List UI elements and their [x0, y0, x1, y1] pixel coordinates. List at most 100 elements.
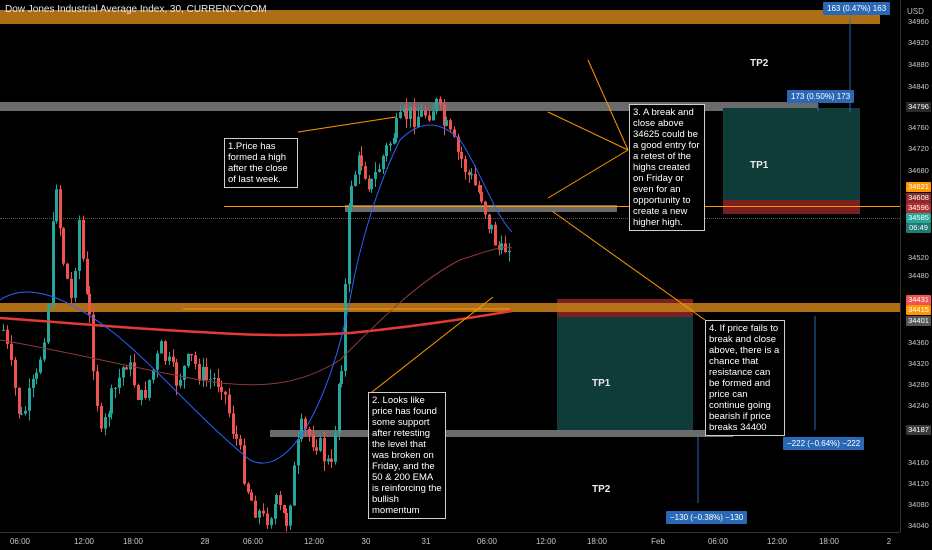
candle-body	[417, 116, 420, 127]
candle-body	[395, 118, 398, 138]
measure-lower-right: −222 (−0.64%) −222	[783, 437, 865, 450]
candle-body	[449, 120, 452, 130]
candle-body	[43, 342, 46, 360]
time-axis[interactable]: 06:00 12:00 18:00 28 06:00 12:00 30 31 0…	[0, 532, 900, 550]
currency-label: USD	[907, 7, 924, 16]
candle-body	[209, 379, 212, 381]
candle-body	[504, 243, 507, 253]
time-tick: 18:00	[122, 537, 144, 546]
candle-body	[156, 353, 159, 370]
candle-body	[35, 372, 38, 379]
price-tick: 34960	[908, 17, 929, 26]
time-tick: 06:00	[242, 537, 264, 546]
candle-body	[304, 418, 307, 429]
time-tick: 18:00	[586, 537, 608, 546]
candle-body	[370, 178, 373, 190]
candle-body	[420, 110, 423, 117]
price-tick: 34720	[908, 144, 929, 153]
chart-area[interactable]: 1.Price has formed a high after the clos…	[0, 0, 900, 532]
candle-body	[480, 191, 483, 202]
price-tick: 34160	[908, 458, 929, 467]
candle-body	[464, 159, 467, 173]
measure-top-right: 163 (0.47%) 163	[823, 2, 891, 15]
candle-body	[194, 355, 197, 364]
candle-body	[338, 384, 341, 433]
time-tick: 12:00	[766, 537, 788, 546]
candle-body	[52, 221, 55, 307]
candle-body	[289, 505, 292, 526]
price-tag: 34431	[906, 295, 931, 305]
price-tick: 34120	[908, 479, 929, 488]
candle-body	[399, 112, 402, 119]
candle-body	[47, 307, 50, 343]
candle-body	[118, 377, 121, 388]
price-tag: 34796	[906, 102, 931, 112]
candle-body	[474, 174, 477, 186]
candle-body	[274, 504, 277, 519]
candle-body	[382, 156, 385, 170]
annotation-note-1: 1.Price has formed a high after the clos…	[224, 138, 298, 188]
candle-body	[20, 413, 23, 415]
price-tag: 34401	[906, 316, 931, 326]
candle-body	[468, 172, 471, 176]
candle-body	[358, 155, 361, 175]
candle-body	[279, 495, 282, 506]
price-tick: 34680	[908, 166, 929, 175]
time-tick: 12:00	[73, 537, 95, 546]
price-axis[interactable]: 34960 34920 34880 34840 34760 34720 3468…	[900, 0, 932, 532]
candle-body	[348, 206, 351, 285]
price-tick: 34920	[908, 38, 929, 47]
candle-body	[187, 353, 190, 366]
candle-body	[283, 505, 286, 513]
top-resistance-band	[0, 10, 880, 24]
candle-body	[439, 98, 442, 105]
candle-body	[385, 145, 388, 157]
candle-body	[224, 391, 227, 395]
price-tag: 34608	[906, 193, 931, 203]
short-target-zone	[557, 317, 693, 431]
candle-body	[484, 201, 487, 215]
candle-body	[205, 366, 208, 380]
candle-body	[308, 428, 311, 436]
arrow-note3-a	[587, 59, 629, 151]
candle-body	[300, 418, 303, 440]
candle-body	[55, 189, 58, 222]
candle-body	[183, 365, 186, 380]
candle-body	[39, 359, 42, 373]
price-tag: 34187	[906, 425, 931, 435]
candle-body	[48, 306, 51, 308]
time-tick: 30	[361, 537, 371, 546]
tp1-top-label: TP1	[750, 160, 769, 171]
entry-line	[224, 206, 900, 207]
annotation-note-4: 4. If price fails to break and close abo…	[705, 320, 785, 436]
arrow-note1	[297, 116, 397, 133]
candle-body	[323, 438, 326, 462]
candle-body	[297, 439, 300, 466]
candle-body	[389, 143, 392, 146]
price-tick: 34880	[908, 60, 929, 69]
candle-body	[424, 110, 427, 116]
candle-body	[137, 385, 140, 400]
price-tick: 34360	[908, 338, 929, 347]
candle-body	[393, 137, 396, 144]
candle-body	[490, 224, 493, 230]
candle-body	[100, 405, 103, 429]
price-tick: 34840	[908, 82, 929, 91]
candle-body	[70, 278, 73, 298]
candle-body	[443, 104, 446, 126]
candle-body	[327, 458, 330, 462]
candle-body	[457, 136, 460, 152]
candle-body	[403, 108, 406, 113]
candle-body	[213, 377, 216, 380]
candle-body	[160, 341, 163, 354]
candle-body	[88, 293, 91, 315]
candle-body	[275, 495, 278, 505]
candle-body	[378, 169, 381, 172]
candle-body	[152, 369, 155, 380]
arrow-note3-b	[547, 111, 629, 151]
time-tick: 28	[200, 537, 210, 546]
support-band	[0, 303, 900, 312]
candle-body	[243, 445, 246, 484]
candle-body	[228, 394, 231, 414]
ema-200-line	[0, 309, 513, 337]
